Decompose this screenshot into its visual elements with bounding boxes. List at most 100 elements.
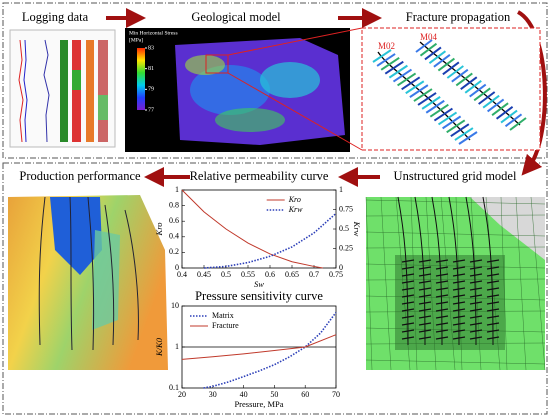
grid-fracture	[418, 329, 432, 333]
well-label: M02	[378, 41, 395, 51]
step-label: Production performance	[19, 169, 141, 183]
legend-label: Krw	[288, 205, 303, 214]
mesh-line	[365, 199, 546, 205]
logging-image	[9, 29, 116, 148]
grid-fracture	[452, 336, 466, 340]
grid-fracture	[418, 280, 432, 284]
y-tick-label: 0.8	[169, 200, 179, 209]
colorbar-tick-label: 77	[148, 107, 154, 113]
geo-selection	[205, 54, 229, 74]
grid-fracture	[401, 287, 415, 291]
grid-fracture	[469, 280, 483, 284]
fracture	[446, 119, 466, 134]
grid-fracture	[401, 301, 415, 305]
grid-fracture	[452, 280, 466, 284]
log-curve	[18, 39, 24, 143]
fracture	[409, 84, 429, 98]
grid-fracture	[401, 308, 415, 312]
fracture	[509, 117, 527, 131]
zoom-line	[227, 27, 363, 56]
fracture	[433, 107, 453, 122]
log-track	[98, 40, 108, 142]
legend-label: Kro	[288, 195, 301, 204]
series-line	[181, 334, 337, 360]
fracture	[487, 98, 505, 113]
grid-fracture	[401, 273, 415, 277]
log-track	[72, 70, 81, 90]
mesh-line	[365, 310, 546, 313]
y-axis-label: K/K0	[154, 337, 164, 357]
colorbar-tick-label: 81	[148, 66, 154, 72]
colorbar-label: Min Horizontal Stress	[129, 30, 178, 36]
grid-fracture	[435, 322, 449, 326]
grid-fracture	[418, 336, 432, 340]
x-axis-label: Sw	[254, 279, 264, 289]
mesh-line	[440, 196, 456, 371]
x-tick-label: 0.5	[221, 270, 231, 279]
grid-fracture	[418, 273, 432, 277]
grid-fracture	[469, 266, 483, 270]
y-axis-label: Kro	[154, 223, 164, 237]
geo-zone	[260, 62, 320, 98]
fracture	[454, 127, 474, 141]
grid-well	[448, 196, 460, 346]
fracture	[451, 68, 469, 83]
grid-fracture	[486, 259, 500, 263]
chart-title: Pressure sensitivity curve	[195, 289, 323, 303]
grid-fracture	[401, 294, 415, 298]
grid-fracture	[401, 315, 415, 319]
mesh-line	[410, 196, 418, 371]
x-tick-label: 70	[332, 390, 340, 399]
fracture	[372, 49, 392, 63]
grid-fracture	[435, 287, 449, 291]
grid-fracture	[418, 266, 432, 270]
colorbar-tick-label: 79	[148, 87, 154, 93]
production-image	[8, 195, 168, 370]
grid-fracture	[435, 329, 449, 333]
grid-fracture	[418, 301, 432, 305]
grid-fracture	[435, 294, 449, 298]
grid-fracture	[486, 308, 500, 312]
fracture	[384, 60, 404, 75]
fracture	[450, 123, 470, 138]
grid-image	[365, 196, 546, 371]
production-depletion	[92, 230, 120, 330]
arrows	[106, 8, 547, 187]
grid-well	[431, 196, 443, 346]
mesh-line	[515, 196, 527, 371]
fracture	[433, 54, 451, 68]
grid-fracture	[401, 322, 415, 326]
x-tick-label: 0.65	[285, 270, 299, 279]
well-path	[419, 41, 521, 126]
fracture	[421, 96, 441, 110]
grid-well	[482, 196, 494, 346]
grid-fracture	[435, 315, 449, 319]
geo-zone	[185, 55, 225, 75]
fracture	[415, 39, 433, 53]
log-track	[72, 40, 81, 142]
colorbar-label: [MPa]	[129, 37, 143, 43]
fracture	[442, 61, 460, 76]
grid-fracture	[401, 259, 415, 263]
grid-well	[414, 196, 426, 346]
fracture	[419, 42, 438, 57]
mesh-line	[365, 278, 546, 281]
well-label: M04	[420, 32, 438, 42]
fracture	[405, 80, 425, 95]
production-map	[8, 195, 168, 370]
grid-fracture	[469, 329, 483, 333]
grid-fracture	[418, 259, 432, 263]
grid-fracture	[401, 329, 415, 333]
well-trace	[69, 196, 73, 351]
log-track	[86, 40, 94, 142]
mesh-line	[365, 231, 546, 237]
fracture	[424, 46, 442, 61]
grid-fracture	[418, 322, 432, 326]
fracture	[491, 102, 509, 116]
grid-fracture	[469, 287, 483, 291]
fracture	[425, 99, 445, 114]
grid-fracture	[435, 301, 449, 305]
y2-tick-label: 1	[339, 185, 343, 194]
grid-fracture	[435, 273, 449, 277]
x-tick-label: 40	[240, 390, 248, 399]
